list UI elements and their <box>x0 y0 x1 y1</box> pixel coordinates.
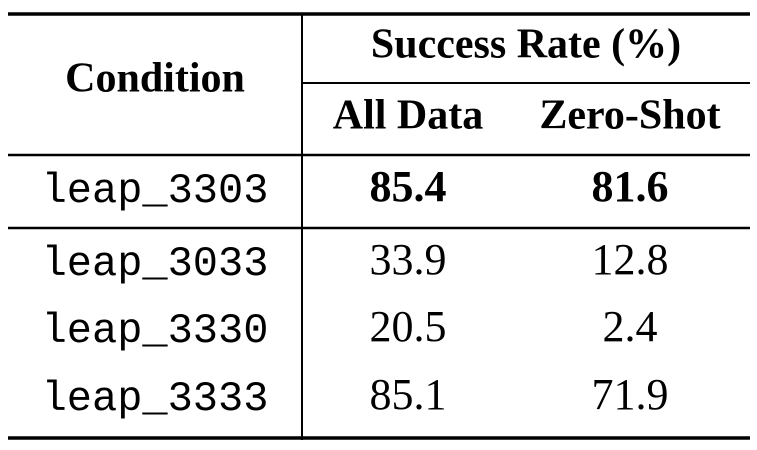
value-cell: 85.1 <box>370 370 447 419</box>
value-cell: 2.4 <box>603 302 658 351</box>
condition-cell: leap_3303 <box>42 167 269 215</box>
value-cell: 33.9 <box>370 235 447 284</box>
header-group: Success Rate (%) <box>371 22 681 68</box>
header-column: Zero-Shot <box>539 93 720 139</box>
value-cell: 81.6 <box>592 162 669 211</box>
value-cell: 71.9 <box>592 370 669 419</box>
condition-cell: leap_3333 <box>42 375 269 423</box>
condition-cell: leap_3033 <box>42 240 269 288</box>
header-condition: Condition <box>65 56 245 102</box>
value-cell: 85.4 <box>370 162 447 211</box>
value-cell: 12.8 <box>592 235 669 284</box>
condition-cell: leap_3330 <box>42 307 269 355</box>
header-column: All Data <box>333 93 484 139</box>
value-cell: 20.5 <box>370 302 447 351</box>
